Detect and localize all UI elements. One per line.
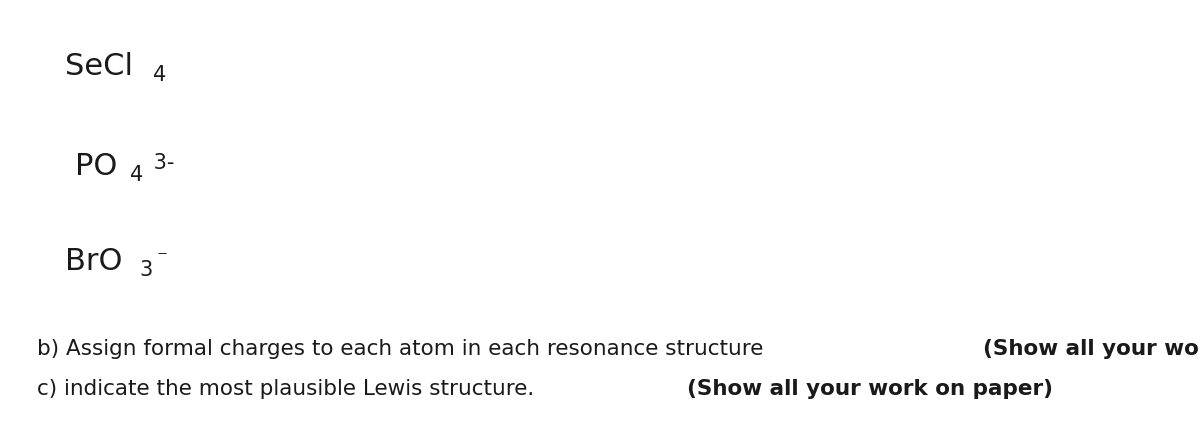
Text: SeCl: SeCl — [65, 52, 133, 81]
Text: 4: 4 — [152, 65, 166, 85]
Text: (Show all your work on paper): (Show all your work on paper) — [688, 379, 1054, 399]
Text: 3-: 3- — [146, 153, 174, 173]
Text: (Show all your work on paper): (Show all your work on paper) — [983, 339, 1200, 359]
Text: b) Assign formal charges to each atom in each resonance structure: b) Assign formal charges to each atom in… — [37, 339, 770, 359]
Text: ⁻: ⁻ — [156, 248, 167, 268]
Text: 3: 3 — [139, 260, 152, 280]
Text: 4: 4 — [130, 165, 143, 185]
Text: BrO: BrO — [65, 247, 122, 276]
Text: PO: PO — [74, 152, 118, 181]
Text: c) indicate the most plausible Lewis structure.: c) indicate the most plausible Lewis str… — [37, 379, 541, 399]
